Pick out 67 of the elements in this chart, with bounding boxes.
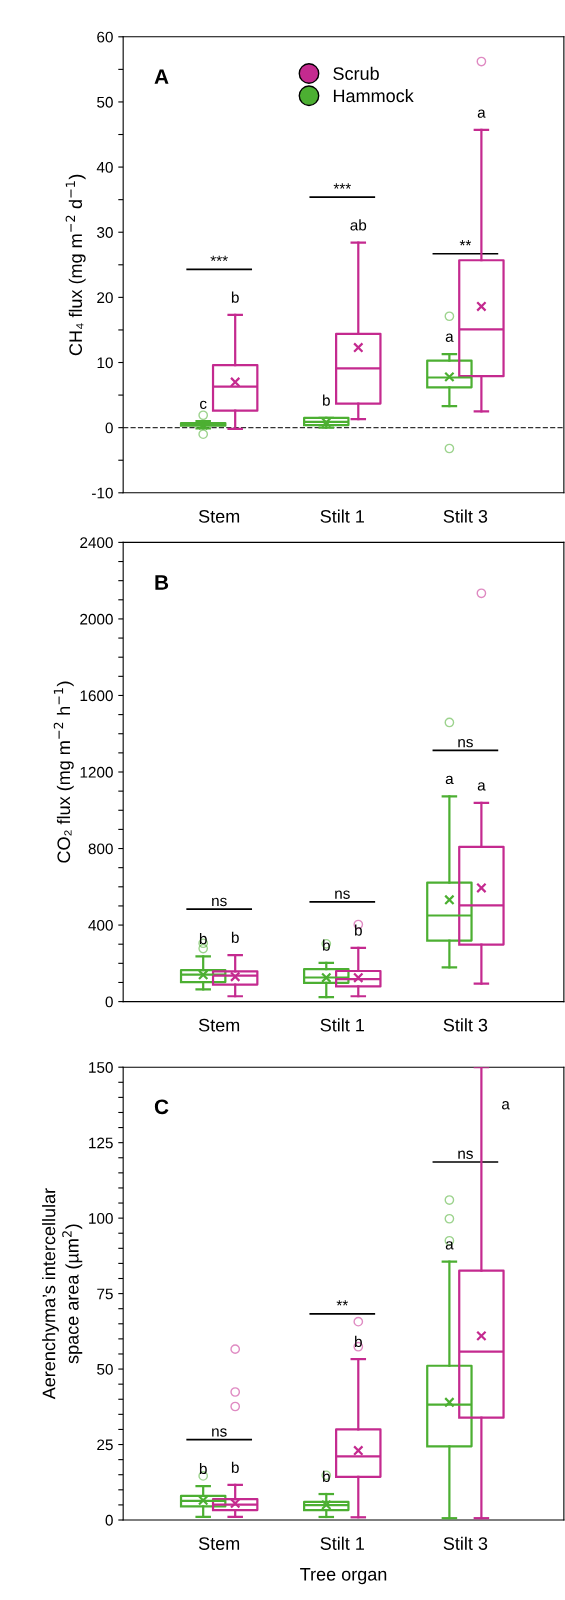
annotation: A [154,69,169,84]
annotation: *** [210,255,228,262]
annotation: ns [212,1428,227,1437]
annotation: ns [212,897,227,907]
text: b [323,394,330,406]
y-tick-label: 1600 [80,690,113,702]
text: b [323,1470,330,1482]
text: a [477,782,486,791]
annotation: C [154,1099,169,1115]
text: a [445,333,454,342]
text: b [231,931,239,943]
text: b [355,924,362,936]
x-tick-label: Stilt 1 [320,1018,364,1032]
text: a [445,775,454,785]
text: a [477,109,486,118]
x-tick-label: Stem [198,509,240,523]
annotation: ** [336,1300,348,1306]
y-axis-title: CH₄ flux (mg m$^{−2}$ d$^{−1}$) [65,174,86,356]
y-tick-label: 0 [105,422,113,434]
annotation: *** [333,183,351,189]
y-tick-label: 2400 [80,537,113,549]
text: b [199,933,207,945]
y-tick-label: 1200 [80,766,113,778]
text: ab [350,219,367,231]
x-tick-label: Stilt 3 [443,1536,488,1550]
y-tick-label: -10 [92,487,113,499]
y-tick-label: 2000 [80,613,113,625]
y-tick-label: 75 [97,1288,113,1300]
y-tick-label: 400 [88,919,113,931]
annotation: ns [335,890,350,899]
y-tick-label: 100 [89,1213,113,1224]
y-tick-label: 40 [96,161,113,173]
legend-label: Scrub [333,66,379,80]
y-tick-label: 25 [97,1439,113,1451]
text: b [231,291,239,303]
text: b [355,1335,362,1348]
x-tick-label: Stem [198,1537,240,1550]
y-axis-title: Aerenchyma’s intercellular space area (µm$^{2}$) [42,1188,83,1400]
y-tick-label: 0 [105,996,113,1008]
y-tick-label: 50 [97,96,113,108]
x-tick-label: Stilt 3 [443,1018,488,1032]
y-tick-label: 125 [89,1137,113,1149]
y-tick-label: 0 [105,1514,113,1526]
y-tick-label: 30 [97,227,113,238]
y-tick-label: 20 [97,292,113,304]
text: b [323,939,330,951]
annotation: B [155,575,169,590]
y-tick-label: 800 [88,843,113,855]
y-tick-label: 10 [97,357,113,369]
text: b [199,1462,207,1475]
annotation: ns [458,1150,473,1159]
legend-label: Hammock [333,88,414,103]
text: a [501,1101,510,1110]
y-tick-label: 150 [89,1062,113,1073]
text: a [445,1241,454,1250]
x-tick-label: Stem [198,1018,240,1032]
annotation: ** [459,240,472,246]
x-axis-title: Tree organ [300,1568,387,1585]
y-tick-label: 60 [97,31,113,43]
annotation: ns [458,738,473,748]
y-axis-title: CO₂ flux (mg m$^{−2}$ h$^{−1}$) [53,681,74,863]
text: c [200,400,207,409]
y-tick-label: 50 [97,1363,113,1375]
x-tick-label: Stilt 3 [443,509,488,523]
text: b [231,1461,239,1473]
x-tick-label: Stilt 1 [320,1536,364,1550]
x-tick-label: Stilt 1 [320,509,364,523]
